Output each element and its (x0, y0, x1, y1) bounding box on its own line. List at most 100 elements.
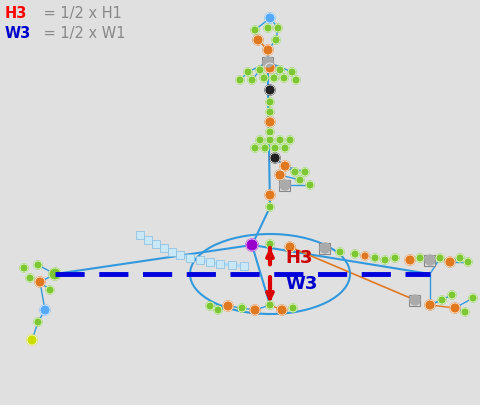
Circle shape (447, 291, 455, 299)
Circle shape (264, 117, 275, 127)
Circle shape (295, 176, 303, 184)
Circle shape (245, 239, 257, 251)
Circle shape (265, 108, 274, 116)
Circle shape (276, 136, 283, 144)
Circle shape (280, 144, 288, 152)
Circle shape (40, 305, 50, 315)
Bar (160, 244, 168, 252)
Circle shape (34, 261, 42, 269)
Circle shape (264, 13, 275, 23)
Circle shape (236, 76, 243, 84)
Circle shape (250, 305, 260, 315)
Bar (168, 248, 176, 256)
Bar (408, 294, 420, 305)
Circle shape (35, 277, 45, 287)
Circle shape (288, 68, 295, 76)
Bar (424, 254, 434, 266)
Text: W3: W3 (285, 275, 317, 293)
Circle shape (409, 295, 419, 305)
Circle shape (264, 24, 271, 32)
Circle shape (370, 254, 378, 262)
Circle shape (214, 306, 222, 314)
Circle shape (270, 144, 278, 152)
Circle shape (265, 240, 274, 248)
Circle shape (279, 180, 289, 190)
Circle shape (243, 68, 252, 76)
Circle shape (205, 302, 214, 310)
Circle shape (424, 300, 434, 310)
Bar (205, 258, 214, 266)
Circle shape (449, 303, 459, 313)
Circle shape (390, 254, 398, 262)
Circle shape (319, 243, 329, 253)
Circle shape (265, 136, 274, 144)
Circle shape (264, 63, 275, 73)
Bar (186, 254, 193, 262)
Text: = 1/2 x W1: = 1/2 x W1 (39, 26, 126, 41)
Text: W3: W3 (5, 26, 31, 41)
Circle shape (261, 144, 268, 152)
Text: H3: H3 (5, 6, 27, 21)
Bar (136, 231, 144, 239)
Circle shape (34, 318, 42, 326)
Circle shape (285, 242, 294, 252)
Circle shape (291, 76, 300, 84)
Circle shape (435, 254, 443, 262)
Bar (279, 179, 290, 190)
Circle shape (468, 294, 476, 302)
Circle shape (46, 286, 54, 294)
Circle shape (251, 144, 258, 152)
Circle shape (274, 24, 281, 32)
Circle shape (463, 258, 471, 266)
Circle shape (424, 255, 434, 265)
Circle shape (288, 304, 296, 312)
Circle shape (238, 304, 245, 312)
Circle shape (437, 296, 445, 304)
Bar (319, 243, 330, 254)
Circle shape (269, 153, 279, 163)
Circle shape (260, 74, 267, 82)
Circle shape (263, 57, 273, 67)
Text: H3: H3 (285, 249, 312, 267)
Circle shape (276, 305, 287, 315)
Circle shape (264, 190, 275, 200)
Bar (240, 262, 248, 270)
Circle shape (279, 74, 288, 82)
Bar (144, 236, 152, 244)
Circle shape (415, 254, 423, 262)
Circle shape (275, 170, 285, 180)
Circle shape (460, 308, 468, 316)
Circle shape (380, 256, 388, 264)
Circle shape (444, 257, 454, 267)
Circle shape (300, 168, 308, 176)
Circle shape (305, 181, 313, 189)
Circle shape (223, 301, 232, 311)
Circle shape (49, 268, 61, 280)
Circle shape (404, 255, 414, 265)
Circle shape (455, 254, 463, 262)
Circle shape (252, 35, 263, 45)
Circle shape (27, 335, 37, 345)
Circle shape (248, 76, 255, 84)
Circle shape (265, 203, 274, 211)
Circle shape (271, 36, 279, 44)
Bar (228, 261, 236, 269)
Circle shape (265, 301, 274, 309)
Bar (195, 256, 204, 264)
Circle shape (26, 274, 34, 282)
Bar (216, 260, 224, 268)
Circle shape (269, 74, 277, 82)
Circle shape (263, 45, 273, 55)
Circle shape (20, 264, 28, 272)
Text: = 1/2 x H1: = 1/2 x H1 (39, 6, 122, 21)
Circle shape (336, 248, 343, 256)
Circle shape (286, 136, 293, 144)
Circle shape (279, 161, 289, 171)
Circle shape (276, 66, 283, 74)
Bar (176, 251, 184, 259)
Circle shape (265, 128, 274, 136)
Circle shape (360, 252, 368, 260)
Circle shape (264, 85, 275, 95)
Circle shape (350, 250, 358, 258)
Circle shape (255, 66, 264, 74)
